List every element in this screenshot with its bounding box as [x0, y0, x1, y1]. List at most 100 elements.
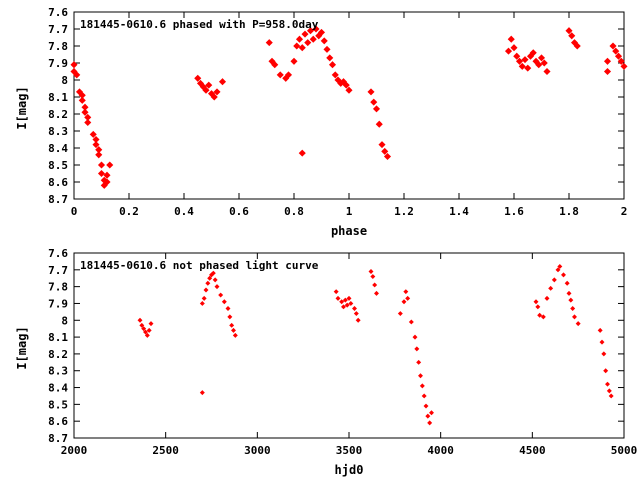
y-tick-labels: 7.6 7.7 7.8 7.9 8 8.1 8.2 8.3 8.4 8.5 8.6 8.7: [48, 247, 68, 445]
y-tick-label: 8.2: [48, 108, 68, 121]
y-tick-label: 7.8: [48, 281, 68, 294]
data-point: [92, 135, 100, 144]
data-point: [301, 30, 309, 38]
data-point: [372, 105, 381, 113]
chart-not-phased: 2000 2500 3000 3500 4000 4500 5000 7.67.77.87.…: [15, 247, 637, 477]
data-point: [599, 339, 605, 345]
data-point: [317, 28, 326, 36]
y-tick-label: 8.3: [48, 125, 68, 138]
y-tick-label: 8.7: [48, 193, 68, 206]
data-point: [95, 151, 103, 159]
x-tick-labels: 0 0.2 0.4 0.6 0.8 1 1.2 1.4 1.6 1.8 2: [71, 205, 628, 218]
data-point: [207, 275, 213, 281]
data-point: [265, 39, 273, 47]
x-tick-label: 0.6: [229, 205, 249, 218]
data-point: [81, 108, 89, 116]
data-point: [603, 67, 612, 76]
data-point: [544, 295, 550, 301]
data-point: [378, 141, 386, 149]
data-point: [518, 62, 526, 70]
x-tick-label: 1: [346, 205, 353, 218]
data-point: [515, 57, 524, 65]
x-tick-label: 4500: [519, 444, 546, 457]
data-points: [70, 25, 628, 189]
data-point: [194, 74, 202, 82]
x-tick-labels: 2000 2500 3000 3500 4000 4500 5000: [61, 444, 638, 457]
data-point: [103, 171, 111, 179]
data-point: [331, 71, 339, 79]
plot-frame: [73, 252, 625, 439]
data-point: [533, 299, 539, 305]
y-tick-label: 7.9: [48, 297, 68, 310]
data-point: [78, 96, 86, 104]
data-point: [570, 306, 576, 311]
data-point: [137, 317, 143, 323]
data-point: [298, 149, 306, 157]
data-point: [429, 410, 434, 416]
data-point: [543, 67, 551, 76]
tick-marks: [73, 252, 625, 439]
data-point: [92, 141, 100, 149]
data-point: [401, 299, 407, 305]
chart-phased: 0 0.2 0.4 0.6 0.8 1 1.2 1.4 1.6 1.8 2 7.6 7.7 7.8 7.9…: [15, 6, 628, 238]
data-point: [84, 113, 92, 121]
data-point: [205, 81, 213, 89]
data-point: [144, 332, 150, 338]
x-tick-label: 1.8: [559, 205, 579, 218]
x-tick-label: 2500: [152, 444, 179, 457]
data-point: [335, 295, 341, 301]
data-point: [326, 54, 334, 62]
data-point: [566, 290, 572, 296]
data-point: [212, 277, 218, 283]
y-tick-label: 8: [61, 74, 68, 87]
data-point: [218, 78, 227, 86]
data-point: [346, 295, 352, 301]
data-point: [97, 161, 106, 169]
data-point: [221, 299, 227, 305]
data-point: [84, 118, 92, 127]
data-point: [374, 290, 379, 296]
data-point: [231, 327, 236, 333]
x-tick-label: 1.2: [394, 205, 414, 218]
data-point: [372, 282, 378, 288]
data-point: [568, 297, 574, 303]
data-point: [620, 62, 628, 70]
data-point: [367, 88, 375, 96]
data-point: [342, 297, 348, 303]
data-point: [425, 413, 431, 419]
data-point: [73, 71, 81, 79]
data-point: [342, 81, 350, 89]
data-point: [199, 390, 205, 396]
data-point: [537, 54, 546, 62]
x-tick-label: 1.6: [504, 205, 524, 218]
y-tick-label: 8.1: [48, 91, 68, 104]
data-point: [210, 270, 216, 276]
data-point: [229, 322, 235, 328]
data-point: [555, 267, 561, 273]
data-point: [513, 52, 521, 60]
data-point: [213, 88, 221, 96]
data-point: [507, 35, 515, 43]
data-point: [557, 263, 563, 269]
data-point: [368, 269, 374, 274]
data-point: [201, 295, 207, 301]
data-point: [423, 403, 429, 409]
y-tick-label: 7.7: [48, 23, 68, 36]
data-point: [146, 327, 152, 333]
x-axis-label: phase: [331, 224, 367, 238]
data-point: [276, 71, 284, 79]
data-point: [345, 86, 353, 94]
data-point: [293, 42, 301, 50]
data-point: [309, 35, 317, 43]
data-point: [312, 25, 320, 33]
data-point: [328, 61, 337, 69]
y-tick-label: 7.9: [48, 57, 68, 70]
y-axis-label: I[mag]: [15, 86, 29, 129]
data-point: [106, 161, 114, 169]
data-point: [416, 359, 422, 365]
data-point: [141, 326, 147, 332]
data-point: [608, 393, 614, 399]
data-point: [139, 322, 145, 328]
data-point: [348, 300, 354, 306]
data-point: [408, 319, 414, 325]
